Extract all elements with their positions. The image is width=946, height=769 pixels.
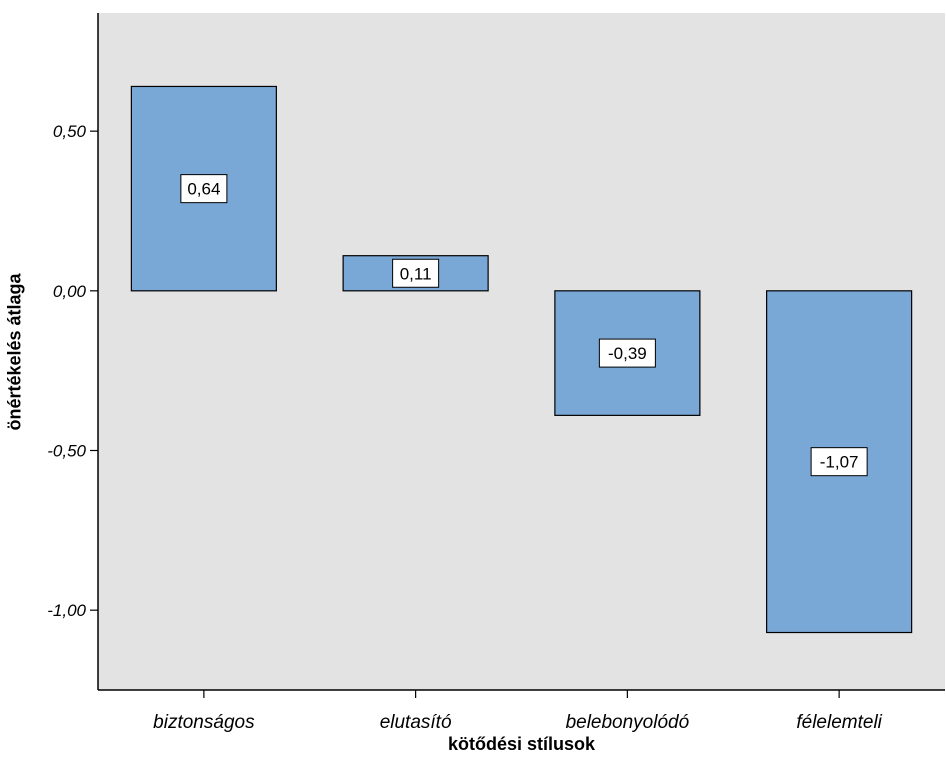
data-label: 0,11 xyxy=(400,264,432,283)
y-tick-label: 0,50 xyxy=(53,122,87,141)
data-label-box xyxy=(810,447,868,477)
data-label-box xyxy=(180,174,228,204)
data-label: -0,39 xyxy=(608,344,647,363)
x-tick-label: belebonyolódó xyxy=(566,712,690,733)
y-axis-title: önértékelés átlaga xyxy=(4,272,25,431)
y-axis-title-container: önértékelés átlaga xyxy=(0,13,30,690)
y-tick-label: -1,00 xyxy=(47,601,86,620)
y-tick-label: -0,50 xyxy=(47,441,86,460)
x-tick-label: biztonságos xyxy=(153,712,255,733)
data-label-box xyxy=(392,258,440,288)
data-label: 0,64 xyxy=(187,180,220,199)
y-tick-label: 0,00 xyxy=(53,282,87,301)
data-label: -1,07 xyxy=(820,453,859,472)
x-axis-title: kötődési stílusok xyxy=(447,734,596,754)
data-label-box xyxy=(598,338,656,368)
x-tick-label: elutasító xyxy=(380,712,452,733)
bar xyxy=(130,85,277,292)
x-tick-label: félelemteli xyxy=(796,712,882,733)
